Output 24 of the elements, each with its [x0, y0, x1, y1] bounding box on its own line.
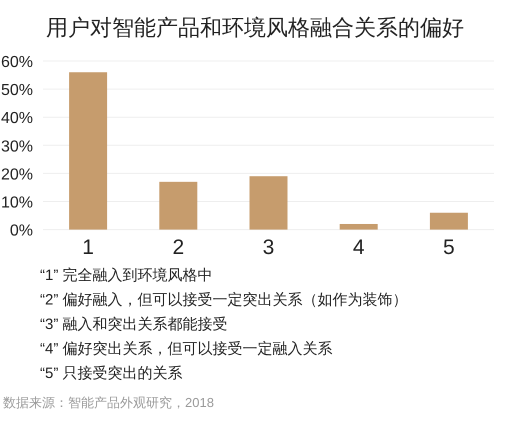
y-tick-label: 60%: [0, 54, 33, 71]
y-tick-label: 0%: [10, 222, 33, 240]
text: “2” 偏好融入，但可以接受一定突出关系（如作为装饰）: [40, 292, 408, 308]
text: “5” 只接受突出的关系: [40, 365, 182, 382]
bar: [340, 224, 378, 230]
y-tick-label: 30%: [0, 138, 33, 156]
text: “4” 偏好突出关系，但可以接受一定融入关系: [40, 340, 332, 358]
text: “3” 融入和突出关系都能接受: [40, 316, 228, 333]
y-tick-label: 50%: [0, 82, 33, 100]
text: “1” 完全融入到环境风格中: [40, 267, 212, 284]
x-tick-label: 5: [443, 236, 455, 259]
x-tick-label: 2: [172, 236, 184, 259]
x-tick-label: 1: [82, 236, 94, 259]
bar: [69, 72, 108, 230]
x-tick-label: 3: [262, 236, 274, 259]
source-note: 数据来源：智能产品外观研究，2018: [3, 395, 214, 410]
y-tick-label: 10%: [0, 194, 33, 212]
x-tick-label: 4: [352, 236, 365, 259]
bar: [159, 182, 198, 230]
y-tick-label: 20%: [0, 166, 33, 184]
chart-title: 用户对智能产品和环境风格融合关系的偏好: [46, 15, 464, 40]
y-tick-label: 40%: [0, 110, 33, 128]
bar: [430, 212, 468, 230]
bar: [250, 176, 288, 230]
